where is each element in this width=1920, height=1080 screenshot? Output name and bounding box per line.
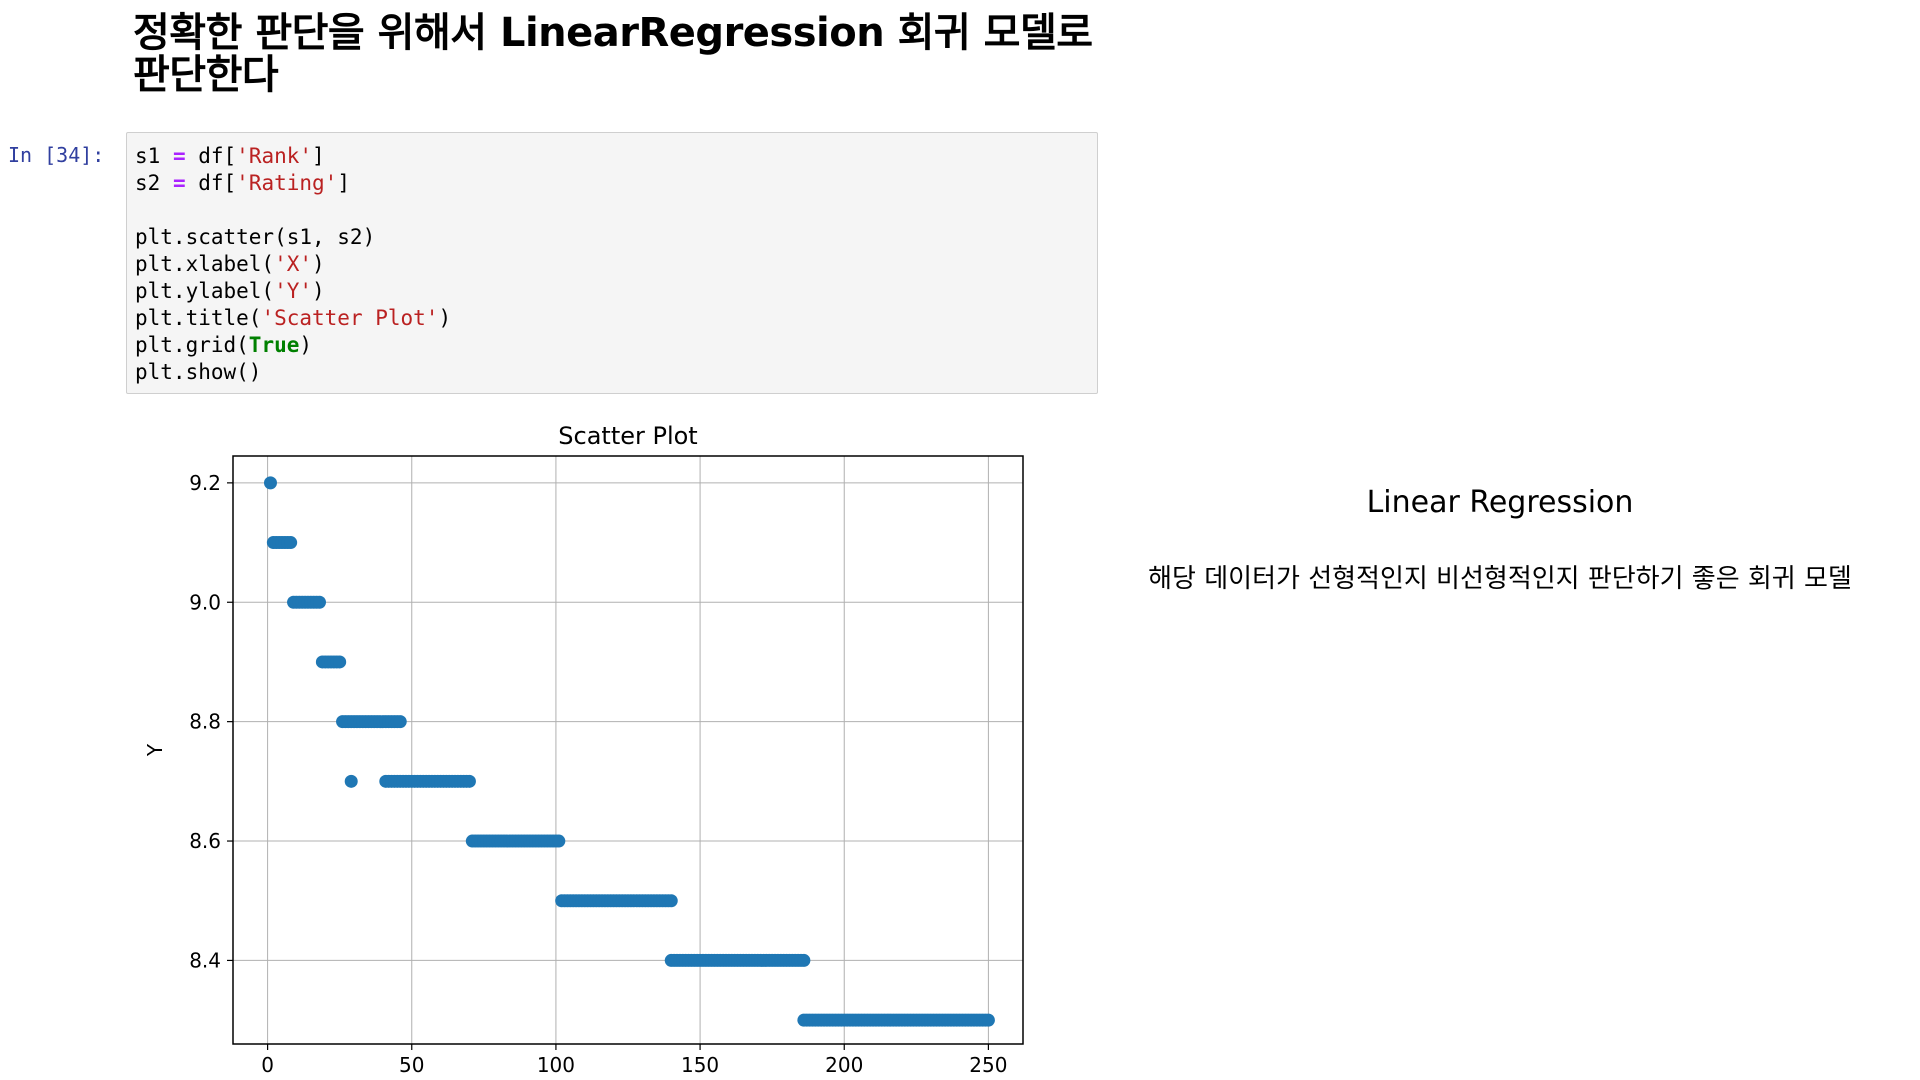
code-token: 'Scatter Plot'	[261, 306, 439, 330]
code-line: s1 = df['Rank']	[135, 144, 325, 168]
code-line: plt.show()	[135, 360, 261, 384]
code-token: ]	[337, 171, 350, 195]
x-tick-label: 100	[537, 1053, 575, 1077]
code-token: plt.xlabel(	[135, 252, 275, 276]
code-line: s2 = df['Rating']	[135, 171, 350, 195]
axes-frame	[232, 455, 1024, 1045]
y-tick-label: 8.8	[189, 710, 221, 734]
y-tick-label: 8.4	[189, 948, 221, 972]
code-token: =	[172, 171, 186, 195]
scatter-point	[552, 834, 566, 848]
scatter-point	[664, 894, 678, 908]
side-note: Linear Regression 해당 데이터가 선형적인지 비선형적인지 판…	[1080, 485, 1920, 595]
markdown-heading: 정확한 판단을 위해서 LinearRegression 회귀 모델로 판단한다	[133, 10, 1093, 98]
code-token: s1	[135, 144, 173, 168]
side-note-description: 해당 데이터가 선형적인지 비선형적인지 판단하기 좋은 회귀 모델	[1148, 564, 1852, 594]
x-tick-label: 150	[681, 1053, 719, 1077]
y-tick-label: 9.0	[189, 590, 221, 614]
code-token: 'Rating'	[236, 171, 338, 195]
scatter-point	[312, 595, 326, 609]
code-token: s2	[135, 171, 173, 195]
y-tick-label: 9.2	[189, 471, 221, 495]
code-token: 'X'	[274, 252, 313, 276]
scatter-point	[333, 655, 347, 669]
code-token: )	[299, 333, 313, 357]
scatter-point	[393, 715, 407, 729]
code-token: plt.show()	[135, 360, 262, 384]
code-token: 'Rank'	[236, 144, 313, 168]
x-tick-label: 0	[261, 1053, 274, 1077]
code-token: =	[172, 144, 186, 168]
scatter-point	[284, 536, 298, 550]
side-note-title: Linear Regression	[1366, 485, 1634, 520]
chart-title: Scatter Plot	[558, 422, 697, 450]
code-line: plt.title('Scatter Plot')	[135, 306, 451, 330]
code-token: )	[312, 252, 325, 276]
code-cell[interactable]: s1 = df['Rank'] s2 = df['Rating'] plt.sc…	[126, 132, 1098, 394]
code-line: plt.scatter(s1, s2)	[135, 225, 375, 249]
code-editor[interactable]: s1 = df['Rank'] s2 = df['Rating'] plt.sc…	[135, 143, 451, 386]
scatter-point	[462, 774, 476, 788]
scatter-point	[344, 774, 358, 788]
scatter-point	[797, 953, 811, 967]
code-token: plt.ylabel(	[135, 279, 275, 303]
code-token: ]	[312, 144, 325, 168]
code-token: )	[438, 306, 452, 330]
x-tick-label: 200	[825, 1053, 863, 1077]
code-token: True	[248, 333, 300, 357]
y-tick-label: 8.6	[189, 829, 221, 853]
code-line: plt.grid(True)	[135, 333, 312, 357]
code-token: df[	[185, 144, 237, 168]
scatter-point	[981, 1013, 995, 1027]
y-axis-label: Y	[143, 743, 167, 757]
code-line: plt.ylabel('Y')	[135, 279, 325, 303]
code-token: plt.title(	[135, 306, 262, 330]
scatter-point	[263, 476, 277, 490]
code-token: )	[312, 279, 325, 303]
scatter-plot: 0 50 100 150 200 250 8.4 8.6 8.8 9.0 9.2 Scatter Pl…	[143, 422, 1024, 1077]
x-tick-label: 250	[969, 1053, 1007, 1077]
code-token: 'Y'	[274, 279, 313, 303]
code-token: df[	[185, 171, 237, 195]
cell-prompt: In [34]:	[8, 143, 105, 167]
code-line: plt.xlabel('X')	[135, 252, 325, 276]
code-token: plt.grid(	[135, 333, 249, 357]
x-tick-label: 50	[399, 1053, 424, 1077]
code-token: plt.scatter(s1, s2)	[135, 225, 376, 249]
